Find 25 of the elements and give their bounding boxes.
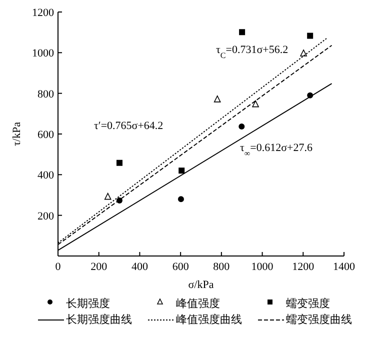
x-tick-label: 600 — [172, 261, 190, 273]
y-tick-label: 400 — [38, 170, 54, 182]
y-tick-label: 200 — [38, 210, 54, 222]
legend-label: 蠕变强度 — [286, 297, 330, 310]
x-tick-label: 0 — [55, 261, 62, 273]
annotation: τ$_{∞}$=0.612σ+27.6 — [240, 142, 313, 158]
annotation: τ′=0.765σ+64.2 — [94, 120, 164, 132]
annotation: τ$_{C}$=0.731σ+56.2 — [216, 44, 288, 60]
x-tick-label: 1200 — [292, 261, 315, 273]
x-tick-label: 1000 — [251, 261, 274, 273]
legend-label: 长期强度曲线 — [66, 313, 132, 326]
x-tick-label: 400 — [131, 261, 148, 273]
y-tick-label: 600 — [38, 129, 54, 141]
y-tick-label: 1200 — [32, 7, 54, 19]
y-tick-label: 1000 — [32, 48, 54, 60]
legend-label: 峰值强度 — [176, 297, 220, 310]
legend-label: 峰值强度曲线 — [176, 313, 242, 326]
legend-label: 蠕变强度曲线 — [286, 313, 352, 326]
x-tick-label: 200 — [90, 261, 108, 273]
x-tick-label: 1400 — [333, 261, 356, 273]
x-tick-label: 800 — [213, 261, 230, 273]
y-axis-title: τ/kPa — [11, 122, 23, 146]
x-axis-title: σ/kPa — [188, 279, 214, 291]
y-tick-label: 800 — [38, 88, 54, 100]
legend-label: 长期强度 — [66, 297, 110, 310]
